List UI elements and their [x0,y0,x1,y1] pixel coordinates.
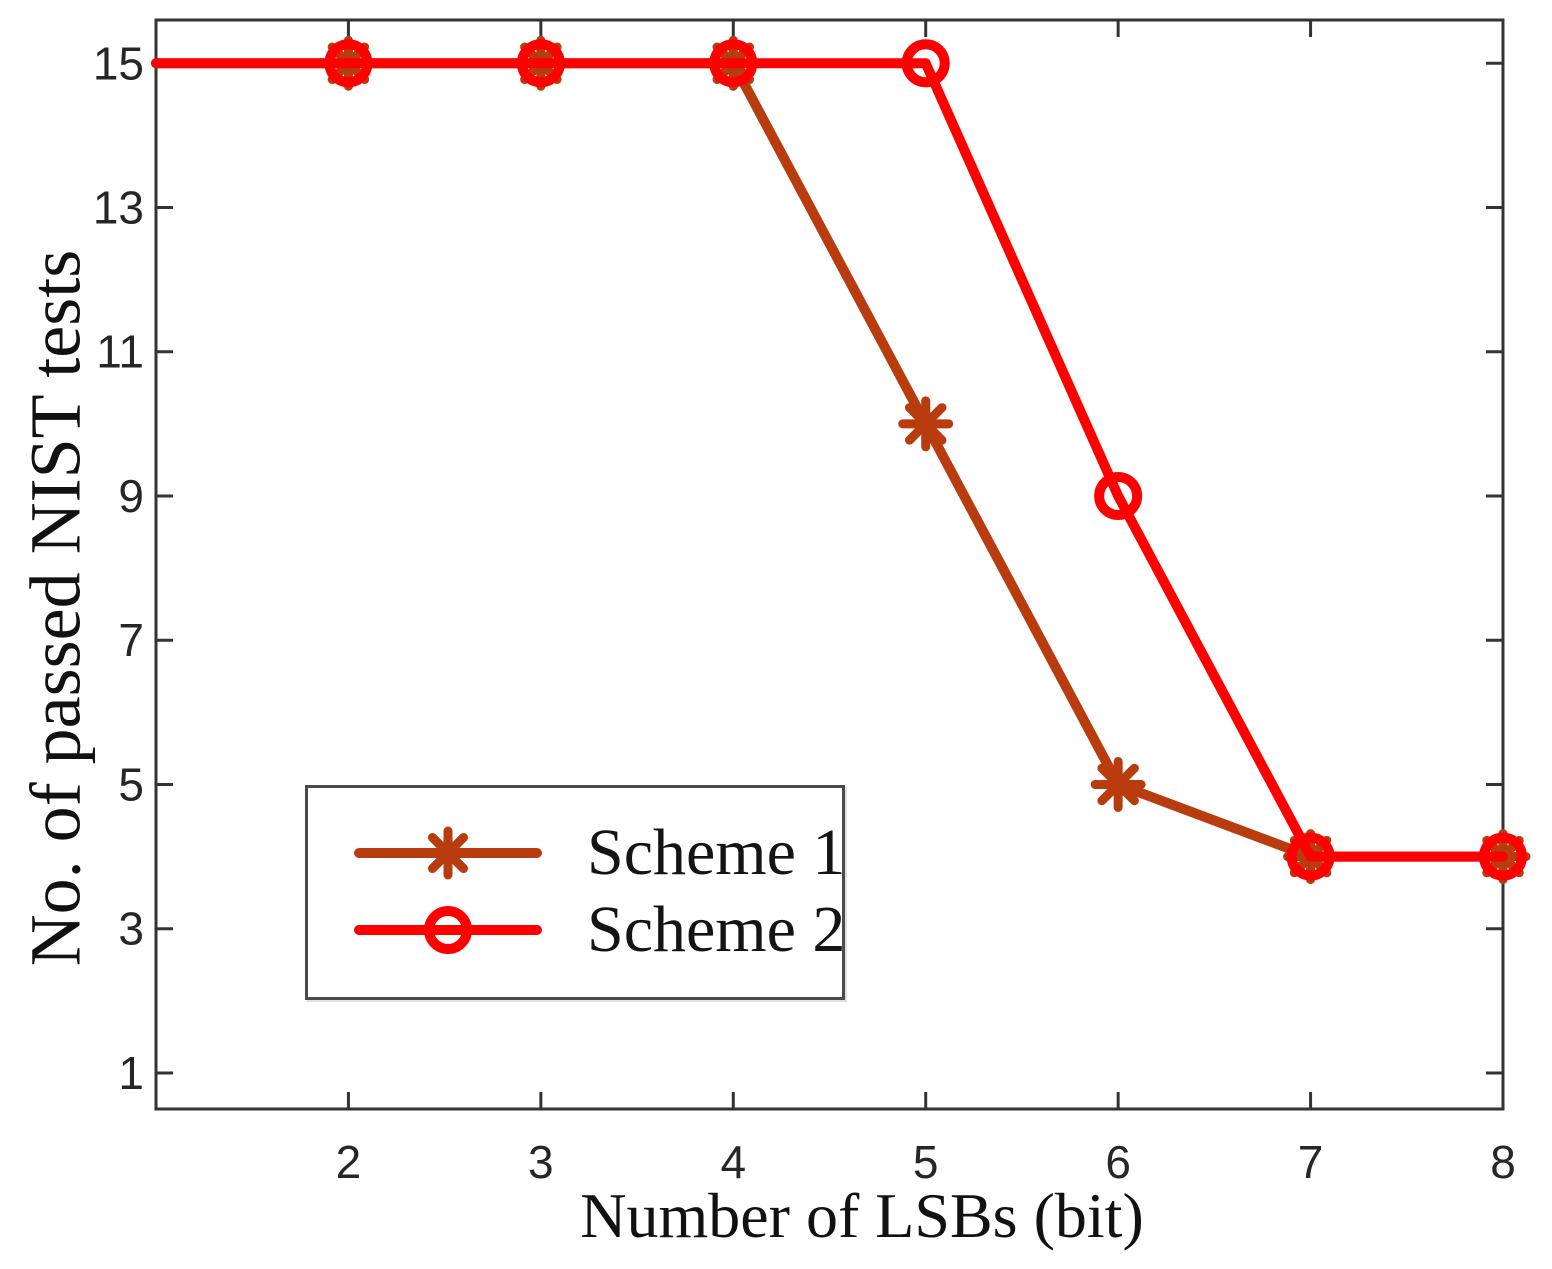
y-tick-label: 3 [118,903,144,955]
x-tick-label: 8 [1490,1136,1516,1188]
legend-sample-circle-marker [424,906,472,954]
series-line-1 [151,58,1508,862]
series-line-2 [151,58,1508,862]
legend-sample-scheme2 [354,906,542,954]
x-tick-label: 4 [720,1136,746,1188]
legend-label-scheme2: Scheme 2 [587,893,846,966]
legend-sample-asterisk-marker [427,832,469,874]
marker-circle-2 [1479,832,1527,881]
x-tick-label: 6 [1105,1136,1131,1188]
y-tick-label: 15 [93,37,144,89]
legend-item-scheme1: Scheme 1 [353,813,845,893]
x-tick-label: 7 [1298,1136,1324,1188]
marker-circle-2 [901,39,950,88]
x-axis-label: Number of LSBs (bit) [580,1180,1144,1251]
marker-circle-2 [516,39,565,88]
y-tick-label: 11 [96,326,144,378]
plot-area-border [154,18,1505,1111]
legend-sample-scheme1 [354,826,542,880]
y-tick-label: 7 [118,614,144,666]
y-axis-label: No. of passed NIST tests [15,249,96,967]
marker-circle-2 [709,39,758,88]
y-tick-label: 9 [118,470,144,522]
series-2-group [151,39,1527,881]
marker-asterisk-1 [1097,763,1139,806]
series-1-group [151,35,1531,885]
x-tick-label: 5 [913,1136,939,1188]
x-tick-label: 2 [336,1136,362,1188]
marker-circle-2 [324,39,373,88]
marker-circle-2 [1094,471,1143,520]
marker-circle-2 [1286,832,1335,881]
legend-item-scheme2: Scheme 2 [353,890,845,970]
y-tick-label: 13 [93,182,144,234]
y-tick-label: 5 [118,758,144,810]
y-tick-label: 1 [118,1047,144,1099]
legend-label-scheme1: Scheme 1 [587,816,846,889]
marker-asterisk-1 [904,403,947,445]
x-tick-label: 3 [528,1136,554,1188]
legend: Scheme 1 Scheme 2 [305,785,845,1000]
